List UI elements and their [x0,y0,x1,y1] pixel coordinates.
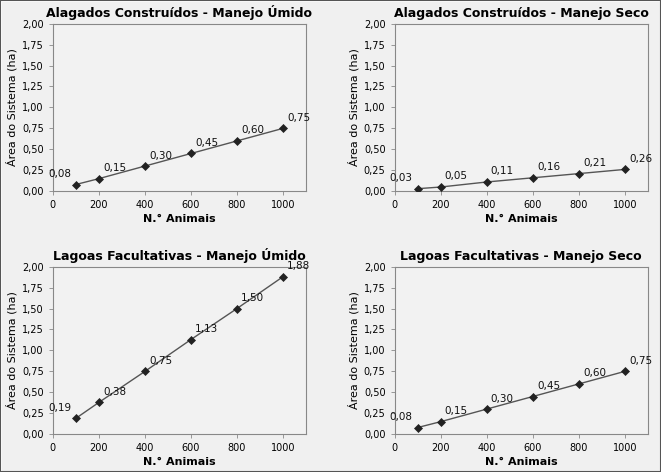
Text: 0,45: 0,45 [195,138,218,148]
Text: 0,26: 0,26 [629,154,652,164]
Text: 0,75: 0,75 [629,356,652,366]
X-axis label: N.° Animais: N.° Animais [143,214,215,224]
Text: 1,88: 1,88 [287,261,311,271]
Text: 0,03: 0,03 [390,173,413,183]
Text: 0,38: 0,38 [103,387,126,397]
X-axis label: N.° Animais: N.° Animais [143,457,215,467]
Y-axis label: Área do Sistema (ha): Área do Sistema (ha) [348,292,360,409]
Text: 0,75: 0,75 [149,356,173,366]
Text: 0,21: 0,21 [583,158,606,168]
Text: 0,08: 0,08 [390,412,413,422]
Title: Lagoas Facultativas - Manejo Úmido: Lagoas Facultativas - Manejo Úmido [53,248,306,263]
Text: 0,60: 0,60 [583,369,606,379]
Text: 0,60: 0,60 [241,126,264,135]
X-axis label: N.° Animais: N.° Animais [485,214,557,224]
Text: 0,15: 0,15 [103,163,126,173]
Text: 0,05: 0,05 [445,171,468,181]
Y-axis label: Área do Sistema (ha): Área do Sistema (ha) [7,292,18,409]
Text: 0,75: 0,75 [287,113,310,123]
Text: 0,45: 0,45 [537,381,560,391]
Y-axis label: Área do Sistema (ha): Área do Sistema (ha) [7,49,18,166]
Title: Alagados Construídos - Manejo Seco: Alagados Construídos - Manejo Seco [394,7,648,20]
Text: 0,30: 0,30 [149,151,172,160]
Text: 0,11: 0,11 [491,167,514,177]
X-axis label: N.° Animais: N.° Animais [485,457,557,467]
Text: 0,16: 0,16 [537,162,560,172]
Text: 1,50: 1,50 [241,293,264,303]
Text: 0,15: 0,15 [445,406,468,416]
Text: 0,30: 0,30 [491,394,514,404]
Text: 1,13: 1,13 [195,324,218,334]
Text: 0,19: 0,19 [48,403,71,413]
Y-axis label: Área do Sistema (ha): Área do Sistema (ha) [348,49,360,166]
Title: Lagoas Facultativas - Manejo Seco: Lagoas Facultativas - Manejo Seco [401,250,642,263]
Title: Alagados Construídos - Manejo Úmido: Alagados Construídos - Manejo Úmido [46,5,313,20]
Text: 0,08: 0,08 [48,169,71,179]
